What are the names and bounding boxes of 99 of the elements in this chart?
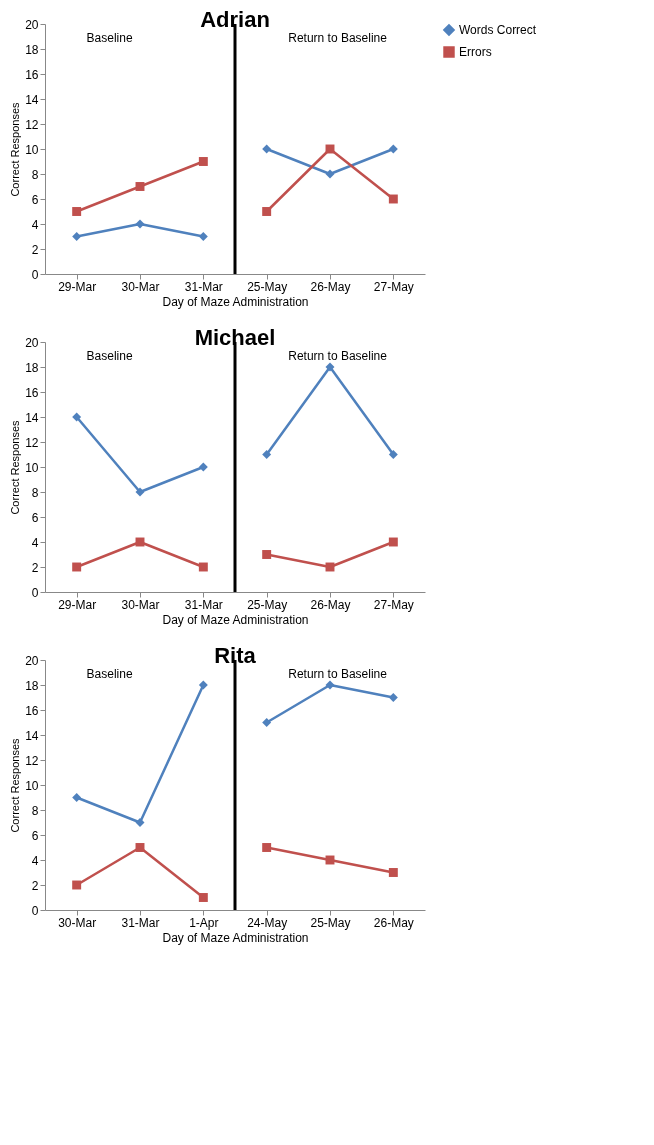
x-tick-label: 25-May: [247, 279, 288, 294]
x-tick-label: 31-Mar: [184, 597, 223, 612]
point: [198, 157, 208, 166]
y-tick-label: 18: [25, 42, 39, 57]
point: [325, 362, 335, 372]
y-axis-title: Correct Responses: [9, 737, 22, 833]
point: [388, 194, 398, 204]
point: [198, 562, 208, 572]
y-tick-label: 12: [25, 117, 39, 132]
y-tick-label: 6: [31, 192, 39, 207]
chart-title: Adrian: [200, 7, 270, 32]
annotation: Baseline: [86, 349, 133, 363]
point: [198, 232, 208, 241]
point: [325, 680, 335, 690]
x-tick-label: 27-May: [373, 597, 414, 612]
y-tick-label: 8: [31, 167, 39, 182]
point: [72, 412, 82, 422]
y-tick-label: 12: [25, 435, 39, 450]
y-tick-label: 20: [25, 335, 39, 350]
y-tick-label: 4: [31, 535, 39, 550]
y-tick-label: 18: [25, 678, 39, 693]
point: [262, 843, 272, 852]
point: [262, 550, 272, 559]
y-tick-label: 14: [25, 728, 39, 743]
x-tick-label: 26-May: [310, 597, 351, 612]
x-tick-label: 26-May: [310, 279, 351, 294]
y-tick-label: 10: [25, 778, 39, 793]
y-tick-label: 18: [25, 360, 39, 375]
y-tick-label: 4: [31, 217, 39, 232]
point: [262, 144, 272, 154]
x-tick-label: 30-Mar: [121, 279, 160, 294]
point: [72, 793, 82, 802]
x-axis-title: Day of Maze Administration: [162, 930, 309, 945]
y-tick-label: 2: [31, 560, 39, 575]
annotation: Return to Baseline: [288, 667, 388, 681]
y-tick-label: 16: [25, 385, 39, 400]
point: [262, 450, 272, 459]
x-tick-label: 25-May: [247, 597, 288, 612]
x-axis-title: Day of Maze Administration: [162, 612, 309, 627]
point: [72, 562, 82, 572]
y-tick-label: 6: [31, 828, 39, 843]
point: [198, 680, 208, 690]
y-tick-label: 6: [31, 510, 39, 525]
point: [388, 144, 398, 154]
y-tick-label: 16: [25, 67, 39, 82]
y-tick-label: 8: [31, 803, 39, 818]
chart-title: Michael: [194, 325, 276, 350]
x-tick-label: 26-May: [373, 915, 414, 930]
point: [388, 693, 398, 702]
y-tick-label: 20: [25, 653, 39, 668]
point: [388, 537, 398, 547]
x-tick-label: 31-Mar: [184, 279, 223, 294]
y-tick-label: 14: [25, 92, 39, 107]
x-tick-label: 27-May: [373, 279, 414, 294]
point: [135, 843, 145, 852]
y-tick-label: 8: [31, 485, 39, 500]
point: [72, 232, 82, 241]
y-tick-label: 14: [25, 410, 39, 425]
point: [72, 207, 82, 216]
point: [262, 207, 272, 216]
point: [325, 169, 335, 179]
y-tick-label: 0: [31, 585, 39, 600]
point: [262, 718, 272, 727]
x-tick-label: 25-May: [310, 915, 351, 930]
x-tick-label: 29-Mar: [58, 279, 97, 294]
point: [135, 487, 145, 497]
y-tick-label: 2: [31, 878, 39, 893]
y-axis-title: Correct Responses: [9, 101, 22, 197]
y-tick-label: 4: [31, 853, 39, 868]
legend-label: Errors: [459, 45, 492, 59]
y-tick-label: 20: [25, 17, 39, 32]
x-axis-title: Day of Maze Administration: [162, 294, 309, 309]
x-tick-label: 30-Mar: [121, 597, 160, 612]
point: [198, 893, 208, 902]
point: [135, 182, 145, 191]
annotation: Baseline: [86, 31, 133, 45]
x-tick-label: 24-May: [247, 915, 288, 930]
y-tick-label: 16: [25, 703, 39, 718]
y-tick-label: 0: [31, 903, 39, 918]
x-tick-label: 31-Mar: [121, 915, 160, 930]
x-tick-label: 1-Apr: [189, 915, 219, 930]
point: [72, 880, 82, 890]
point: [388, 450, 398, 459]
y-tick-label: 0: [31, 267, 39, 282]
annotation: Return to Baseline: [288, 349, 388, 363]
y-tick-label: 12: [25, 753, 39, 768]
y-axis-title: Correct Responses: [9, 419, 22, 515]
chart-title: Rita: [214, 643, 257, 668]
point: [135, 219, 145, 229]
y-tick-label: 10: [25, 142, 39, 157]
annotation: Baseline: [86, 667, 133, 681]
x-tick-label: 29-Mar: [58, 597, 97, 612]
y-tick-label: 10: [25, 460, 39, 475]
legend-label: Words Correct: [459, 23, 537, 37]
point: [198, 462, 208, 472]
point: [388, 868, 398, 877]
annotation: Return to Baseline: [288, 31, 388, 45]
x-tick-label: 30-Mar: [58, 915, 97, 930]
y-tick-label: 2: [31, 242, 39, 257]
